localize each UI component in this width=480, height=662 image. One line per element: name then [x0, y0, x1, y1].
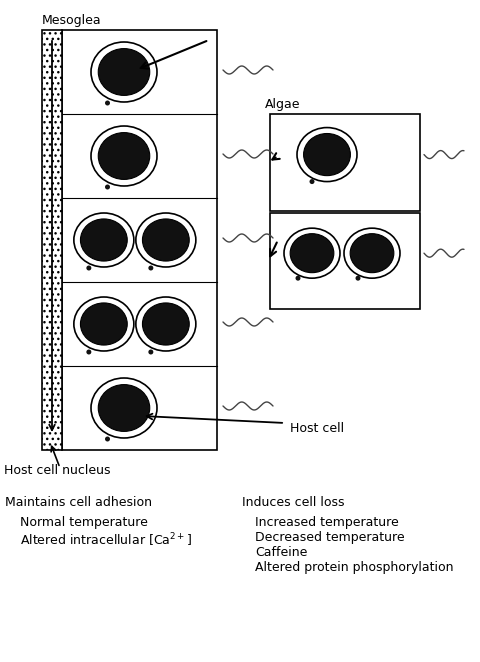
Bar: [270, 213, 420, 309]
Ellipse shape: [81, 303, 127, 345]
Ellipse shape: [74, 213, 134, 267]
Text: Normal temperature: Normal temperature: [20, 516, 148, 529]
Text: Algae: Algae: [265, 98, 300, 111]
Ellipse shape: [98, 132, 150, 179]
Ellipse shape: [143, 303, 189, 345]
Ellipse shape: [304, 134, 350, 175]
Ellipse shape: [86, 265, 91, 271]
Text: Mesoglea: Mesoglea: [42, 14, 102, 27]
Text: Altered protein phosphorylation: Altered protein phosphorylation: [255, 561, 454, 574]
Ellipse shape: [148, 265, 153, 271]
Ellipse shape: [98, 48, 150, 95]
Ellipse shape: [290, 234, 334, 273]
Ellipse shape: [136, 297, 196, 351]
Ellipse shape: [356, 275, 360, 281]
Bar: [42, 30, 62, 450]
Text: Host cell nucleus: Host cell nucleus: [4, 464, 110, 477]
Ellipse shape: [74, 297, 134, 351]
Ellipse shape: [91, 126, 157, 186]
Ellipse shape: [296, 275, 300, 281]
Ellipse shape: [284, 228, 340, 278]
Ellipse shape: [350, 234, 394, 273]
Bar: [62, 30, 217, 450]
Ellipse shape: [98, 385, 150, 432]
Ellipse shape: [105, 101, 110, 105]
Text: Host cell: Host cell: [290, 422, 344, 434]
Ellipse shape: [105, 185, 110, 189]
Ellipse shape: [310, 179, 314, 184]
Text: Increased temperature: Increased temperature: [255, 516, 399, 529]
Ellipse shape: [91, 378, 157, 438]
Ellipse shape: [105, 436, 110, 442]
Text: Caffeine: Caffeine: [255, 546, 307, 559]
Ellipse shape: [86, 350, 91, 354]
Ellipse shape: [344, 228, 400, 278]
Ellipse shape: [136, 213, 196, 267]
Ellipse shape: [143, 219, 189, 261]
Ellipse shape: [81, 219, 127, 261]
Ellipse shape: [91, 42, 157, 102]
Bar: [270, 114, 420, 211]
Ellipse shape: [297, 128, 357, 181]
Text: Altered intracellular [Ca$^{2+}$]: Altered intracellular [Ca$^{2+}$]: [20, 531, 192, 549]
Ellipse shape: [148, 350, 153, 354]
Text: Decreased temperature: Decreased temperature: [255, 531, 405, 544]
Text: Induces cell loss: Induces cell loss: [242, 496, 345, 509]
Text: Maintains cell adhesion: Maintains cell adhesion: [5, 496, 152, 509]
